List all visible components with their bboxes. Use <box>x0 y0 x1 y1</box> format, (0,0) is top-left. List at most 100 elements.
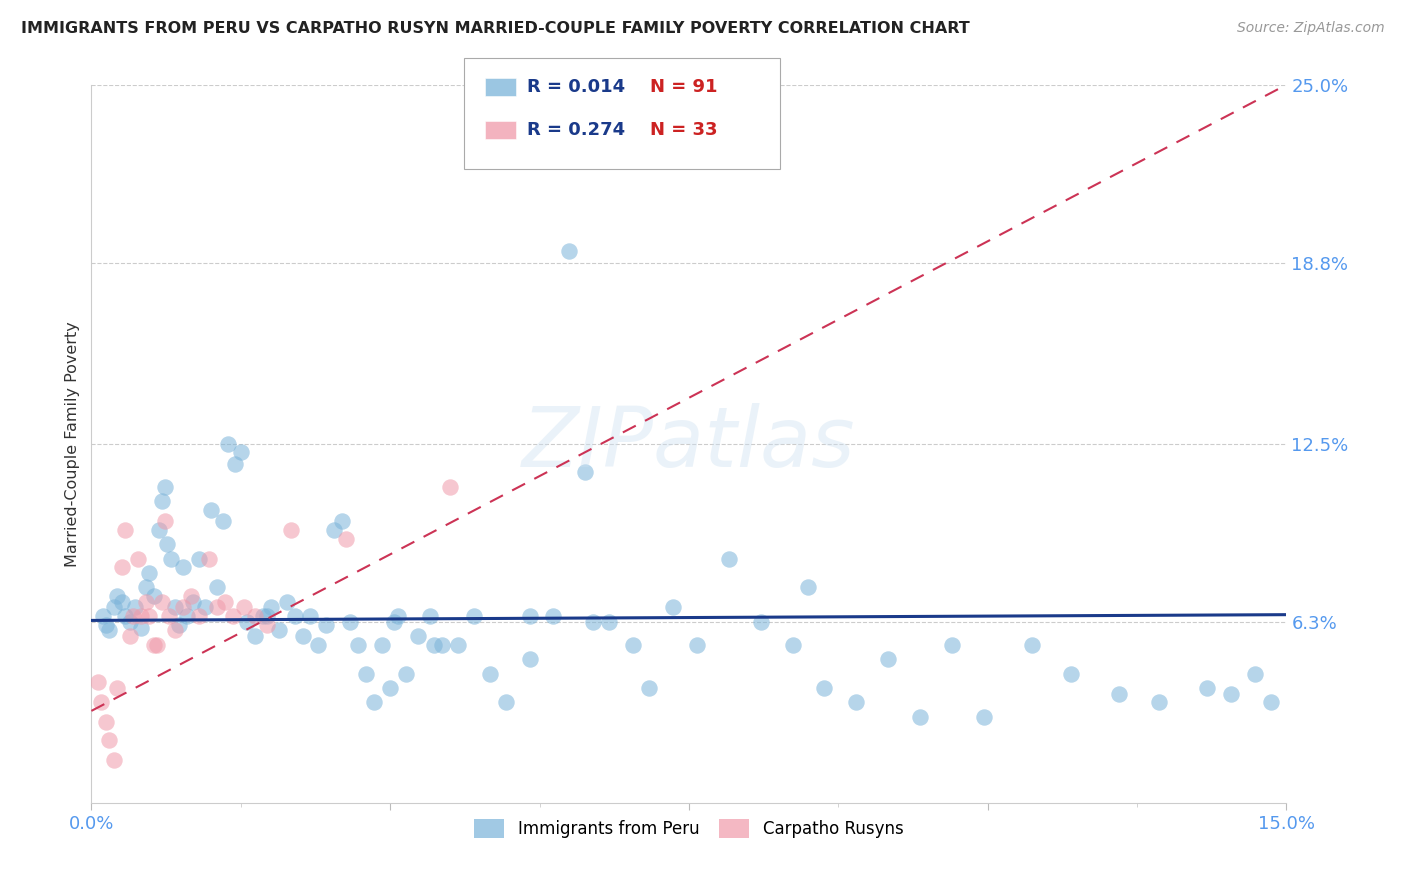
Point <box>114 523 136 537</box>
Point <box>145 638 167 652</box>
Point <box>574 466 596 480</box>
Point <box>256 617 278 632</box>
Point <box>103 753 125 767</box>
Point <box>299 609 322 624</box>
Point <box>103 600 125 615</box>
Point <box>135 595 157 609</box>
Point <box>519 609 541 624</box>
Point <box>419 609 441 624</box>
Point <box>598 615 620 629</box>
Point <box>621 638 644 652</box>
Point <box>235 615 259 629</box>
Point <box>256 609 278 624</box>
Point <box>908 709 931 723</box>
Point <box>662 600 685 615</box>
Point <box>347 638 370 652</box>
Point <box>105 589 128 603</box>
Point <box>782 638 804 652</box>
Point <box>214 595 236 609</box>
Point <box>121 609 143 624</box>
Point <box>332 514 354 528</box>
Point <box>1147 695 1170 709</box>
Point <box>118 629 141 643</box>
Point <box>127 551 149 566</box>
Text: N = 91: N = 91 <box>650 78 717 96</box>
Point <box>142 589 165 603</box>
Point <box>153 480 176 494</box>
Legend: Immigrants from Peru, Carpatho Rusyns: Immigrants from Peru, Carpatho Rusyns <box>468 813 910 845</box>
Text: N = 33: N = 33 <box>650 121 717 139</box>
Point <box>717 551 740 566</box>
Point <box>638 681 661 695</box>
Point <box>582 615 605 629</box>
Point <box>686 638 709 652</box>
Point <box>211 514 233 528</box>
Point <box>406 629 429 643</box>
Point <box>1195 681 1218 695</box>
Point <box>447 638 470 652</box>
Point <box>335 532 357 546</box>
Point <box>430 638 453 652</box>
Text: R = 0.274: R = 0.274 <box>527 121 626 139</box>
Point <box>382 615 405 629</box>
Text: R = 0.014: R = 0.014 <box>527 78 626 96</box>
Point <box>1243 666 1265 681</box>
Point <box>207 581 229 595</box>
Point <box>941 638 963 652</box>
Point <box>558 244 581 259</box>
Point <box>378 681 402 695</box>
Point <box>519 652 541 666</box>
Point <box>138 609 160 624</box>
Point <box>315 617 337 632</box>
Point <box>283 609 307 624</box>
Point <box>156 537 179 551</box>
Point <box>243 629 266 643</box>
Point <box>877 652 900 666</box>
Point <box>395 666 418 681</box>
Point <box>94 617 117 632</box>
Point <box>439 480 461 494</box>
Point <box>188 609 211 624</box>
Point <box>1060 666 1083 681</box>
Point <box>973 709 995 723</box>
Point <box>129 621 152 635</box>
Point <box>163 600 186 615</box>
Point <box>93 609 114 624</box>
Point <box>153 514 176 528</box>
Point <box>129 609 152 624</box>
Point <box>495 695 517 709</box>
Point <box>371 638 394 652</box>
Point <box>172 600 194 615</box>
Point <box>111 595 134 609</box>
Point <box>217 436 239 450</box>
Point <box>160 551 183 566</box>
Point <box>148 523 170 537</box>
Point <box>231 445 253 459</box>
Point <box>124 600 146 615</box>
Point <box>150 494 173 508</box>
Point <box>423 638 446 652</box>
Point <box>183 595 205 609</box>
Point <box>224 457 246 471</box>
Point <box>142 638 165 652</box>
Point <box>252 609 274 624</box>
Point <box>167 617 190 632</box>
Point <box>243 609 266 624</box>
Point <box>138 566 160 580</box>
Point <box>363 695 385 709</box>
Point <box>111 560 134 574</box>
Point <box>387 609 409 624</box>
Point <box>180 589 202 603</box>
Point <box>1219 687 1241 701</box>
Point <box>172 560 194 574</box>
Point <box>797 581 820 595</box>
Point <box>354 666 377 681</box>
Point <box>478 666 501 681</box>
Point <box>118 615 141 629</box>
Point <box>463 609 485 624</box>
Point <box>280 523 302 537</box>
Point <box>267 624 290 638</box>
Text: ZIPatlas: ZIPatlas <box>522 403 856 484</box>
Point <box>1108 687 1130 701</box>
Text: Source: ZipAtlas.com: Source: ZipAtlas.com <box>1237 21 1385 35</box>
